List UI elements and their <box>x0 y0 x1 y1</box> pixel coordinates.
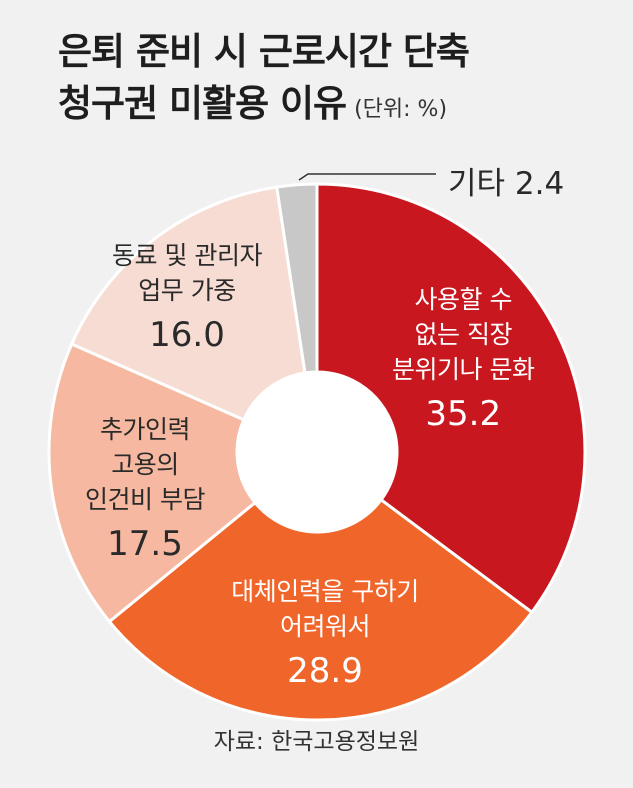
slice-value-1: 28.9 <box>287 651 363 691</box>
slice-value-0: 35.2 <box>425 394 502 434</box>
slice-label-4: 기타 2.4 <box>448 158 564 203</box>
source-note: 자료: 한국고용정보원 <box>213 729 420 755</box>
slice-value-3: 16.0 <box>149 315 225 355</box>
slice-value-4: 2.4 <box>514 166 565 202</box>
slice-label-3-line-2: 업무 가중 <box>138 276 236 305</box>
slice-label-2-line-2: 고용의 <box>111 450 179 479</box>
donut-hole <box>237 372 397 532</box>
slice-label-2: 추가인력 고용의 인건비 부담 17.5 <box>60 412 230 567</box>
slice-label-3: 동료 및 관리자 업무 가중 16.0 <box>92 238 282 358</box>
chart-title: 은퇴 준비 시 근로시간 단축 청구권 미활용 이유 (단위: %) <box>58 26 618 136</box>
slice-label-3-line-1: 동료 및 관리자 <box>112 241 262 270</box>
chart-title-line-2-text: 청구권 미활용 이유 <box>58 82 347 125</box>
slice-value-2: 17.5 <box>107 524 183 564</box>
slice-label-1-line-2: 어려워서 <box>279 612 371 641</box>
chart-title-line-1: 은퇴 준비 시 근로시간 단축 <box>58 30 470 73</box>
chart-title-line-2: 청구권 미활용 이유 (단위: %) <box>58 78 618 136</box>
slice-label-2-line-1: 추가인력 <box>99 415 191 444</box>
slice-label-4-text: 기타 <box>448 166 506 202</box>
slice-label-1-line-1: 대체인력을 구하기 <box>231 577 419 606</box>
slice-label-1: 대체인력을 구하기 어려워서 28.9 <box>190 574 460 694</box>
slice-label-0-line-1: 사용할 수 <box>414 285 513 314</box>
slice-label-0-line-3: 분위기나 문화 <box>392 355 535 384</box>
other-leader-line <box>298 173 436 181</box>
slice-label-0-line-2: 없는 직장 <box>414 320 513 349</box>
unit-label: (단위: %) <box>354 97 448 122</box>
slice-label-0: 사용할 수 없는 직장 분위기나 문화 35.2 <box>392 282 535 437</box>
slice-label-2-line-3: 인건비 부담 <box>85 485 205 514</box>
